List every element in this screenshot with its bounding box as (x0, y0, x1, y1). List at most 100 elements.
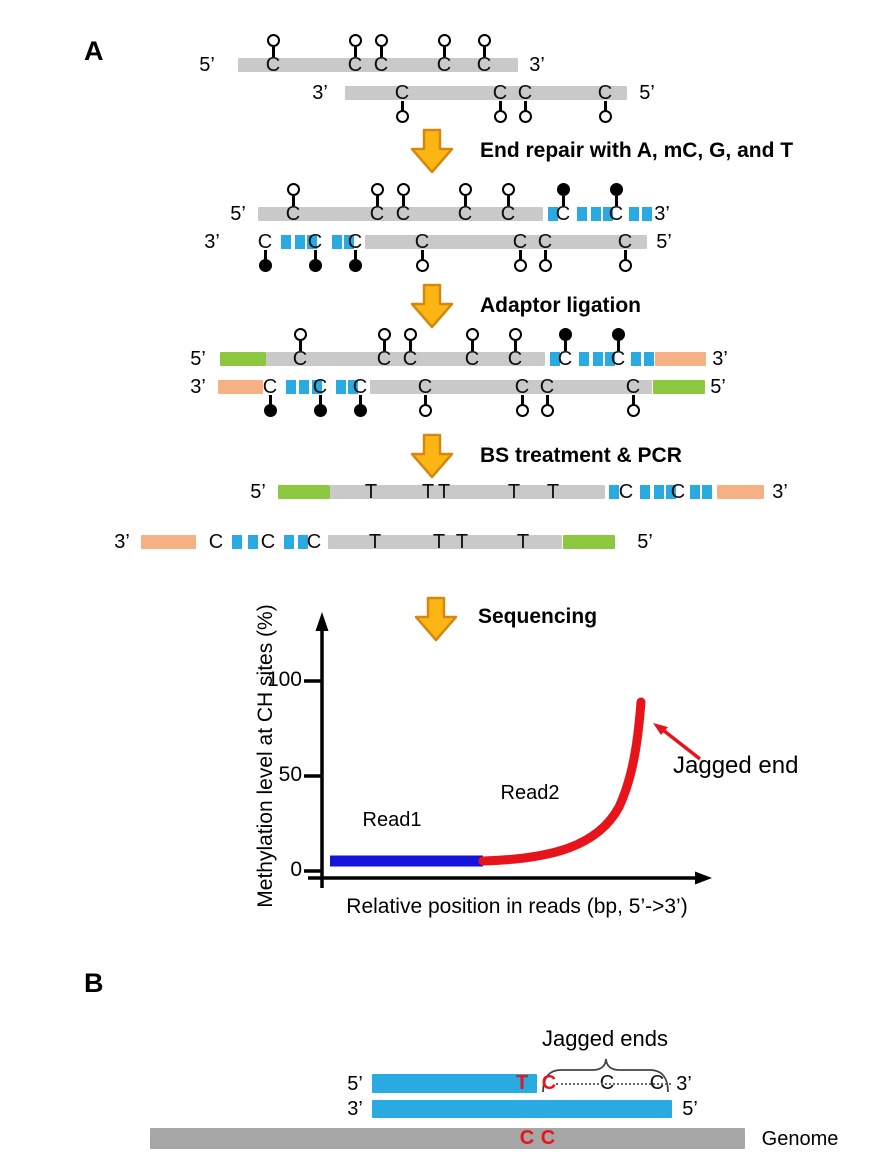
lollipop-stem (401, 196, 405, 206)
y-tick-label-0: 0 (290, 858, 302, 881)
unmethylated-c-icon (458, 183, 472, 196)
base-letter: C (512, 231, 528, 253)
strand-end-label: 5’ (190, 348, 206, 370)
lollipop-stem (382, 341, 386, 351)
base-letter: C (262, 376, 278, 398)
lollipop-stem (268, 395, 272, 405)
read1-label: Read1 (362, 809, 422, 831)
fill-in-dash (654, 485, 664, 499)
base-letter: C (417, 376, 433, 398)
methylated-c-icon (609, 183, 623, 196)
step-down-arrow-icon (414, 596, 458, 642)
gray-segment (330, 485, 605, 499)
strand-end-label: 3’ (772, 481, 788, 503)
genome-segment (150, 1128, 745, 1149)
base-letter: C (537, 231, 553, 253)
methylated-c-icon (308, 259, 322, 272)
base-letter: C (260, 531, 276, 553)
lollipop-stem (523, 101, 527, 111)
lollipop-stem (506, 196, 510, 206)
x-axis-arrowhead-icon (695, 871, 712, 885)
strand-end-label: 3’ (712, 348, 728, 370)
fill-in-dash (690, 485, 700, 499)
lollipop-stem (353, 47, 357, 57)
strand-end-label: 5’ (710, 376, 726, 398)
lollipop-stem (375, 196, 379, 206)
strand-end-label: 3’ (529, 54, 545, 76)
unmethylated-c-icon (374, 34, 388, 47)
base-letter: C (307, 231, 323, 253)
unmethylated-c-icon (518, 110, 532, 123)
methylated-c-icon (558, 328, 572, 341)
orange-segment (655, 352, 706, 366)
base-letter: C (257, 231, 273, 253)
base-letter: C (373, 54, 389, 76)
step-down-arrow-icon (410, 128, 454, 174)
fill-in-dash (629, 207, 639, 221)
panel-a-label: A (84, 36, 104, 66)
base-letter: T (421, 481, 435, 503)
base-letter: T (437, 481, 451, 503)
unmethylated-c-icon (626, 404, 640, 417)
base-letter: C (539, 376, 555, 398)
base-letter: T (515, 1072, 529, 1094)
strand-end-label: 5’ (639, 82, 655, 104)
fill-in-dash (548, 207, 558, 221)
base-letter: C (394, 82, 410, 104)
base-letter: C (608, 203, 624, 225)
fill-in-dash (631, 352, 641, 366)
lollipop-stem (563, 341, 567, 351)
fill-in-dash (577, 207, 587, 221)
methylated-c-icon (611, 328, 625, 341)
unmethylated-c-icon (618, 259, 632, 272)
orange-segment (717, 485, 764, 499)
methylated-c-icon (258, 259, 272, 272)
annotation-arrow-line (661, 728, 702, 761)
base-letter: C (625, 376, 641, 398)
gray-segment (328, 535, 562, 549)
read2-label: Read2 (500, 782, 560, 804)
base-letter: C (597, 82, 613, 104)
base-letter: T (516, 531, 530, 553)
methylated-c-icon (313, 404, 327, 417)
base-letter: C (507, 348, 523, 370)
gray-segment (365, 235, 647, 249)
strand-end-label: 3’ (204, 231, 220, 253)
base-letter: C (514, 376, 530, 398)
fill-in-dash (579, 352, 589, 366)
y-tick-label-50: 50 (278, 763, 302, 786)
unmethylated-c-icon (266, 34, 280, 47)
base-letter: C (369, 203, 385, 225)
lollipop-stem (520, 395, 524, 405)
y-tick-label-100: 100 (266, 668, 302, 691)
green-segment (563, 535, 615, 549)
lollipop-stem (263, 250, 267, 260)
step-label-1: Adaptor ligation (480, 294, 641, 317)
jagged-gap-dotted-line (556, 1082, 671, 1085)
fill-in-dash (609, 485, 619, 499)
strand-end-label: 5’ (637, 531, 653, 553)
strand-end-label: 3’ (676, 1072, 692, 1095)
fill-in-dash (644, 352, 654, 366)
base-letter: C (457, 203, 473, 225)
unmethylated-c-icon (501, 183, 515, 196)
lollipop-stem (603, 101, 607, 111)
green-segment (278, 485, 330, 499)
unmethylated-c-icon (538, 259, 552, 272)
fill-in-dash (702, 485, 712, 499)
unmethylated-c-icon (598, 110, 612, 123)
orange-segment (218, 380, 263, 394)
methylated-c-icon (348, 259, 362, 272)
base-letter: C (347, 54, 363, 76)
fill-in-dash (284, 535, 294, 549)
fill-in-dash (307, 235, 317, 249)
fill-in-dash (281, 235, 291, 249)
unmethylated-c-icon (465, 328, 479, 341)
base-letter: C (517, 82, 533, 104)
green-segment (653, 380, 705, 394)
base-letter: C (617, 231, 633, 253)
lollipop-stem (313, 250, 317, 260)
lollipop-stem (408, 341, 412, 351)
base-letter: C (610, 348, 626, 370)
lollipop-stem (513, 341, 517, 351)
